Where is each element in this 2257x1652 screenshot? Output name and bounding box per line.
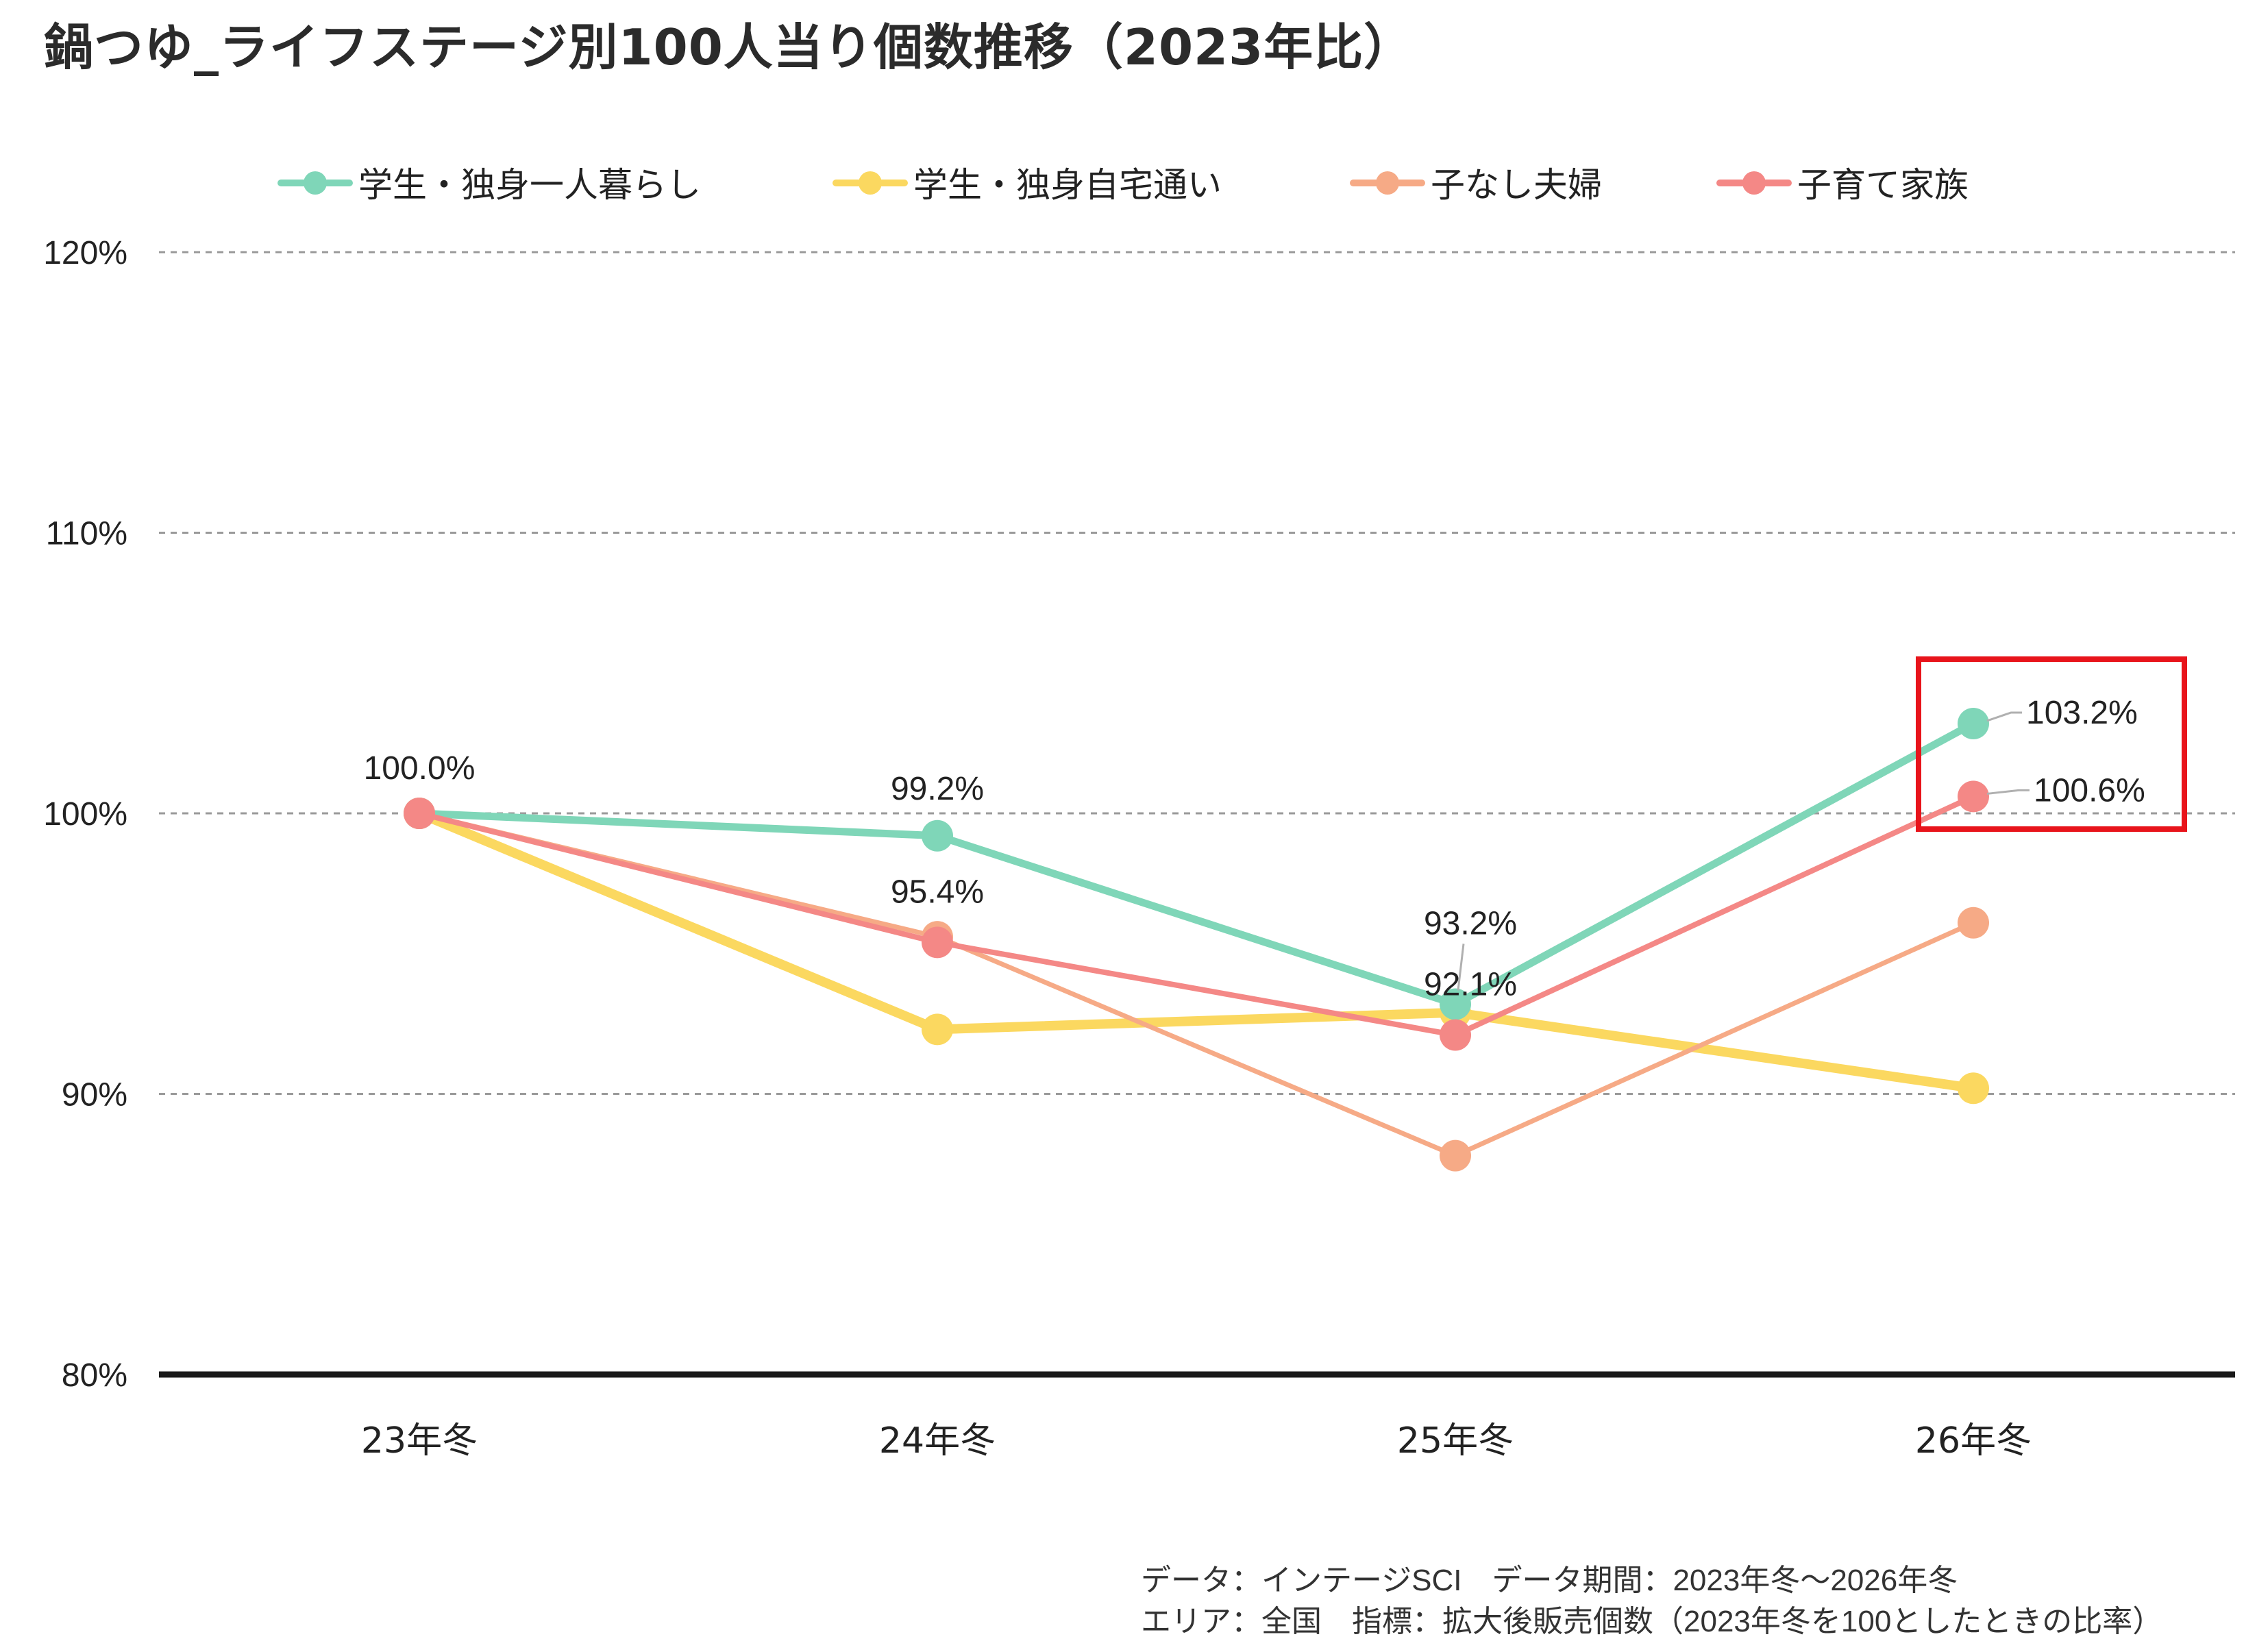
data-label: 95.4% xyxy=(891,874,984,910)
data-point[interactable] xyxy=(404,798,435,829)
x-tick-label: 24年冬 xyxy=(879,1420,996,1462)
highlight-box xyxy=(1916,656,2187,832)
series-line xyxy=(417,793,1976,1038)
x-tick-label: 26年冬 xyxy=(1915,1420,2032,1462)
y-tick-label: 100% xyxy=(43,796,127,833)
data-point[interactable] xyxy=(1440,988,1471,1020)
series-3 xyxy=(404,780,1989,1051)
data-point[interactable] xyxy=(1958,907,1989,939)
series-line xyxy=(415,719,1977,1008)
series-lines xyxy=(404,707,1989,1172)
y-tick-label: 110% xyxy=(46,516,127,552)
highlight-rectangle xyxy=(1916,656,2187,832)
gridlines xyxy=(159,251,2235,1378)
data-point[interactable] xyxy=(1958,707,1989,739)
legend-swatch-single-home xyxy=(832,155,908,210)
footnote-area-metric: エリア：全国 指標：拡大後販売個数（2023年冬を100としたときの比率） xyxy=(1141,1605,2163,1638)
legend: 学生・独身一人暮らし 学生・独身自宅通い 子なし夫婦 子育て家族 xyxy=(0,155,2257,210)
legend-label: 学生・独身一人暮らし xyxy=(358,165,701,205)
chart-title: 鍋つゆ_ライフステージ別100人当り個数推移（2023年比） xyxy=(44,19,1414,76)
legend-item-single-home[interactable]: 学生・独身自宅通い xyxy=(832,155,1222,210)
data-point[interactable] xyxy=(922,926,953,959)
label-leader-line xyxy=(1457,944,1465,991)
series-line xyxy=(417,811,1976,1159)
series-2 xyxy=(404,798,1989,1172)
y-axis-ticks: 80% 90% 100% 110% 120% xyxy=(43,235,127,1394)
x-tick-label: 25年冬 xyxy=(1397,1420,1514,1462)
data-label: 92.1% xyxy=(1424,967,1517,1003)
legend-swatch-child-rearing xyxy=(1716,155,1792,210)
y-tick-label: 120% xyxy=(43,235,127,271)
data-label: 100.6% xyxy=(2034,772,2145,809)
legend-label: 子育て家族 xyxy=(1797,165,1969,205)
x-axis-ticks: 23年冬 24年冬 25年冬 26年冬 xyxy=(361,1420,2032,1462)
y-tick-label: 90% xyxy=(62,1077,127,1113)
data-point[interactable] xyxy=(1440,1019,1471,1051)
label-leader-line xyxy=(1986,789,2030,795)
data-label: 93.2% xyxy=(1424,905,1517,941)
legend-swatch-couple-no-kids xyxy=(1350,155,1425,210)
x-tick-label: 23年冬 xyxy=(361,1420,478,1462)
y-tick-label: 80% xyxy=(62,1357,127,1394)
data-point[interactable] xyxy=(1440,1139,1471,1172)
series-line xyxy=(415,809,1978,1094)
legend-label: 子なし夫婦 xyxy=(1431,165,1602,205)
data-label: 100.0% xyxy=(364,750,476,787)
legend-swatch-single-alone xyxy=(278,155,353,210)
data-point[interactable] xyxy=(922,1013,953,1046)
data-labels: 100.0% 99.2% 95.4% 93.2% 92.1% 103.2% 100.6% xyxy=(364,695,2145,1003)
legend-item-child-rearing[interactable]: 子育て家族 xyxy=(1716,155,1969,210)
data-point[interactable] xyxy=(1958,780,1989,813)
legend-label: 学生・独身自宅通い xyxy=(913,165,1222,205)
legend-item-couple-no-kids[interactable]: 子なし夫婦 xyxy=(1350,155,1602,210)
data-point[interactable] xyxy=(922,819,953,852)
legend-item-single-alone[interactable]: 学生・独身一人暮らし xyxy=(278,155,701,210)
data-label: 103.2% xyxy=(2026,695,2138,731)
data-label: 99.2% xyxy=(891,771,984,807)
footnote-source: データ：インテージSCI データ期間：2023年冬〜2026年冬 xyxy=(1141,1564,1958,1597)
label-leader-line xyxy=(1986,711,2022,722)
data-point[interactable] xyxy=(1958,1072,1989,1105)
